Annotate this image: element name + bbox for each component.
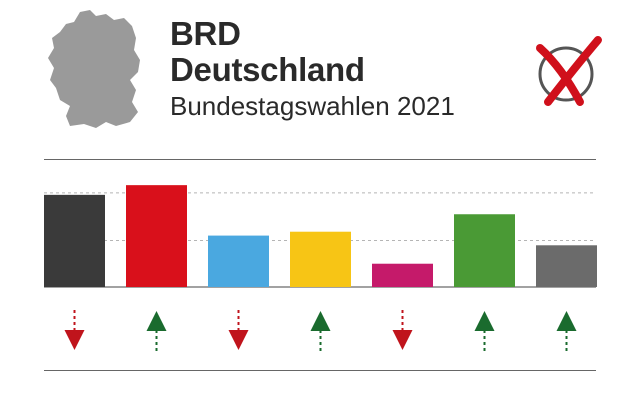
trend-up-arrow-icon: [310, 311, 331, 352]
title-block: BRD Deutschland Bundestagswahlen 2021: [170, 16, 455, 122]
bar: [536, 245, 597, 287]
divider-top: [44, 159, 596, 160]
bar: [44, 194, 105, 287]
trend-up-arrow-icon: [474, 311, 495, 352]
bar: [454, 214, 515, 287]
trend-down-arrow-icon: [228, 310, 249, 350]
subtitle: Bundestagswahlen 2021: [170, 91, 455, 121]
trend-up-arrow-icon: [146, 311, 167, 352]
bar: [208, 235, 269, 287]
bar: [290, 231, 351, 287]
germany-map-icon: [48, 10, 140, 128]
title-line-1: BRD: [170, 15, 241, 52]
bar: [372, 263, 433, 287]
bar: [126, 185, 187, 287]
ballot-cross-icon: [536, 36, 602, 106]
title-line-2: Deutschland: [170, 51, 365, 88]
trend-down-arrow-icon: [64, 310, 85, 350]
trend-up-arrow-icon: [556, 311, 577, 352]
divider-bottom: [44, 370, 596, 371]
trend-down-arrow-icon: [392, 310, 413, 350]
